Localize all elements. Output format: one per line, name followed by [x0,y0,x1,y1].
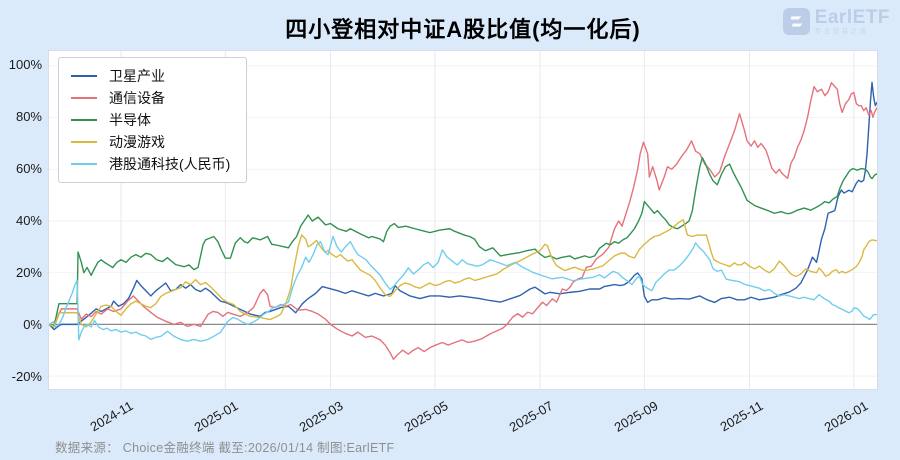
legend-swatch-communication-equipment [71,97,97,99]
legend-item-communication-equipment: 通信设备 [71,87,230,109]
legend-item-semiconductor: 半导体 [71,109,230,131]
x-axis-label: 2025-11 [717,398,766,435]
legend-swatch-semiconductor [71,119,97,121]
y-axis-label: 100% [8,57,42,72]
y-axis-label: 40% [15,213,42,228]
legend-item-animation-gaming: 动漫游戏 [71,131,230,153]
series-line-semiconductor [49,156,877,328]
y-axis-label: 60% [15,161,42,176]
y-axis-label: 0% [23,317,42,332]
earletf-logo: EarlETF 专业投基之道 [782,7,890,36]
x-axis-label: 2026-01 [821,398,871,435]
series-line-satellite-industry [49,81,877,331]
legend-label: 港股通科技(人民币) [109,156,231,172]
legend-label: 通信设备 [109,90,165,106]
x-axis-label: 2025-09 [611,398,661,435]
y-axis-label: -20% [11,369,42,384]
y-axis-label: 80% [15,109,42,124]
legend-item-satellite-industry: 卫星产业 [71,65,230,87]
series-line-communication-equipment [49,82,877,360]
legend-item-hk-connect-tech: 港股通科技(人民币) [71,153,230,175]
legend-label: 动漫游戏 [109,134,165,150]
legend-label: 卫星产业 [109,68,165,84]
x-axis-label: 2025-07 [506,398,556,435]
chart-title: 四小登相对中证A股比值(均一化后) [285,17,641,42]
logo-subtext: 专业投基之道 [814,28,869,35]
legend-swatch-hk-connect-tech [71,163,97,165]
legend-label: 半导体 [109,112,151,128]
y-axis-label: 20% [15,265,42,280]
earletf-logo-icon [782,8,810,36]
series-line-animation-gaming [49,219,877,328]
logo-text: EarlETF [814,7,890,28]
plot-area: 卫星产业通信设备半导体动漫游戏港股通科技(人民币) [48,50,878,390]
legend: 卫星产业通信设备半导体动漫游戏港股通科技(人民币) [58,57,248,183]
footer-note: 数据来源： Choice金融终端 截至:2026/01/14 制图:EarlET… [55,441,395,455]
legend-swatch-animation-gaming [71,141,97,143]
series-line-hk-connect-tech [49,235,877,342]
legend-swatch-satellite-industry [71,75,97,77]
